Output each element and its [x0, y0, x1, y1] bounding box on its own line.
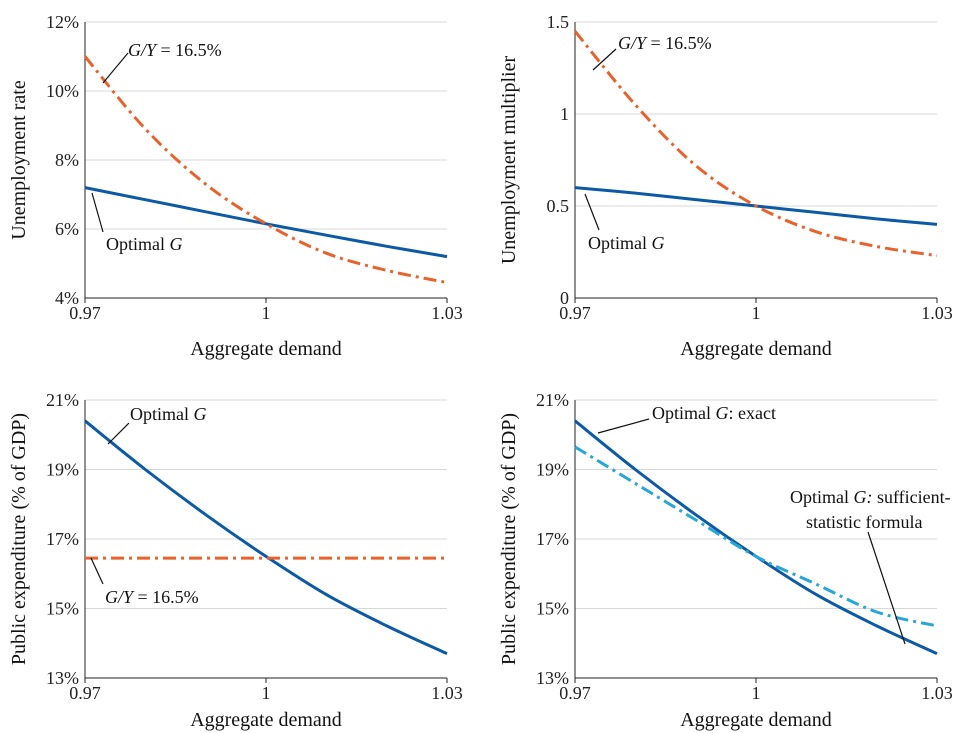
- y-axis-label: Public expenditure (% of GDP): [498, 413, 520, 665]
- annotation-leader: [592, 48, 617, 71]
- annotation-leader: [584, 193, 600, 231]
- series-line-orange: [573, 30, 938, 258]
- chart-unemployment-multiplier: 0 0.5 1 1.5 0.97 1 1.03 Aggregate demand Unemplo…: [498, 12, 953, 360]
- series-annotation: Optimal G: [588, 233, 665, 253]
- x-tick-label: 0.97: [559, 683, 591, 703]
- y-tick-label: 15%: [536, 599, 569, 619]
- annotation-leader: [597, 418, 650, 434]
- x-tick-label: 1.03: [431, 683, 463, 703]
- series-annotation: G/Y = 16.5%: [105, 587, 199, 607]
- x-tick-label: 1: [752, 303, 761, 323]
- x-tick-label: 0.97: [69, 683, 101, 703]
- annotation-leader: [867, 531, 906, 645]
- series-line-blue: [574, 419, 938, 656]
- x-tick-label: 1: [752, 683, 761, 703]
- chart-public-expenditure-formula: 13% 15% 17% 19% 21% 0.97 1 1.03 Aggregate demand…: [498, 390, 953, 731]
- x-tick-label: 0.97: [559, 303, 591, 323]
- y-tick-label: 6%: [55, 219, 79, 239]
- y-tick-label: 21%: [46, 390, 79, 410]
- series-line-cyan: [574, 445, 938, 628]
- chart-public-expenditure: 13% 15% 17% 19% 21% 0.97 1 1.03 Aggregate demand…: [8, 390, 463, 731]
- x-axis-label: Aggregate demand: [190, 338, 342, 360]
- series-line-orange: [83, 55, 448, 284]
- x-tick-label: 1.03: [431, 303, 463, 323]
- x-axis-label: Aggregate demand: [680, 709, 832, 731]
- series-annotation: G/Y = 16.5%: [128, 40, 222, 60]
- series-annotation: statistic formula: [806, 512, 922, 532]
- y-tick-label: 13%: [536, 668, 569, 688]
- y-axis-label: Unemployment multiplier: [498, 56, 520, 265]
- y-tick-label: 21%: [536, 390, 569, 410]
- y-tick-label: 10%: [46, 81, 79, 101]
- x-tick-label: 1: [262, 303, 271, 323]
- y-tick-label: 15%: [46, 599, 79, 619]
- annotation-leader: [102, 52, 129, 84]
- annotation-leader: [91, 192, 104, 233]
- annotation-leader: [107, 422, 130, 445]
- x-tick-label: 1.03: [921, 303, 953, 323]
- series-annotation: G/Y = 16.5%: [618, 33, 712, 53]
- y-tick-label: 0.5: [547, 196, 570, 216]
- x-tick-label: 1: [262, 683, 271, 703]
- y-tick-label: 19%: [536, 460, 569, 480]
- x-tick-label: 0.97: [69, 303, 101, 323]
- chart-unemployment-rate: 4% 6% 8% 10% 12% 0.97 1 1.03 Aggregate demand Une…: [8, 12, 463, 360]
- series-annotation: Optimal G: sufficient-: [790, 487, 951, 507]
- series-annotation: Optimal G: [106, 234, 183, 254]
- series-line-blue: [84, 419, 448, 656]
- annotation-leader: [90, 557, 104, 585]
- x-axis-label: Aggregate demand: [190, 709, 342, 731]
- y-tick-label: 4%: [55, 288, 79, 308]
- y-tick-label: 8%: [55, 150, 79, 170]
- series-annotation: Optimal G: exact: [652, 403, 776, 423]
- y-axis-label: Public expenditure (% of GDP): [8, 413, 30, 665]
- x-tick-label: 1.03: [921, 683, 953, 703]
- y-axis-label: Unemployment rate: [8, 80, 30, 240]
- y-tick-label: 0: [560, 288, 569, 308]
- series-line-blue: [84, 186, 448, 259]
- y-tick-label: 17%: [536, 529, 569, 549]
- series-annotation: Optimal G: [130, 404, 207, 424]
- y-tick-label: 1: [560, 104, 569, 124]
- y-tick-label: 19%: [46, 460, 79, 480]
- y-tick-label: 1.5: [547, 12, 570, 32]
- y-tick-label: 17%: [46, 529, 79, 549]
- x-axis-label: Aggregate demand: [680, 338, 832, 360]
- y-tick-label: 13%: [46, 668, 79, 688]
- y-tick-label: 12%: [46, 12, 79, 32]
